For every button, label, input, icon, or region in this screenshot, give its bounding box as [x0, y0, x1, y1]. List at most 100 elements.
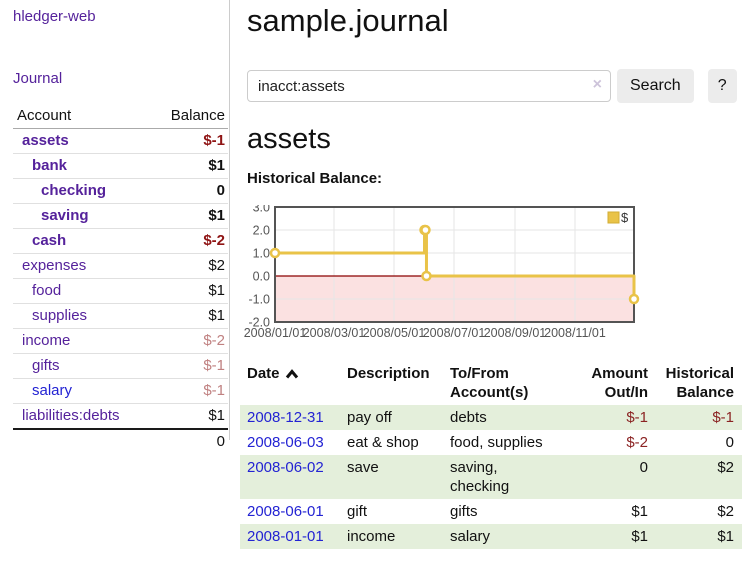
- accounts-total-row: 0: [13, 428, 228, 454]
- account-row: liabilities:debts $1: [13, 404, 228, 430]
- account-link[interactable]: food: [32, 282, 62, 299]
- accounts-total-spacer: [13, 428, 150, 454]
- account-row: salary $-1: [13, 378, 228, 404]
- transaction-date-link[interactable]: 2008-06-01: [247, 503, 324, 520]
- transaction-description: pay off: [347, 409, 392, 426]
- transaction-amount: $1: [631, 503, 648, 520]
- register-col-date-label: Date: [247, 365, 280, 382]
- account-heading: assets: [247, 123, 331, 155]
- sidebar-item-journal[interactable]: Journal: [13, 70, 63, 87]
- account-link[interactable]: gifts: [32, 357, 60, 374]
- svg-text:$: $: [621, 210, 629, 225]
- svg-text:-1.0: -1.0: [248, 293, 270, 307]
- account-row: income $-2: [13, 328, 228, 354]
- transaction-description: gift: [347, 503, 368, 520]
- register-col-accounts: To/From Account(s): [450, 365, 529, 401]
- register-col-date[interactable]: Date: [240, 361, 340, 405]
- account-row: gifts $-1: [13, 353, 228, 379]
- transaction-balance: $1: [717, 528, 734, 545]
- account-row: cash $-2: [13, 228, 228, 254]
- transaction-row: 2008-12-31 pay off debts $-1 $-1: [240, 405, 742, 430]
- help-button[interactable]: ?: [707, 69, 737, 103]
- account-link[interactable]: expenses: [22, 257, 87, 274]
- transaction-balance: $2: [717, 503, 734, 520]
- account-balance: $-2: [149, 328, 228, 354]
- transaction-accounts: saving, checking: [450, 459, 510, 495]
- account-link[interactable]: liabilities:debts: [22, 407, 120, 424]
- sidebar: hledger-web Journal Account Balance asse…: [0, 0, 230, 454]
- search-form: × Search ?: [247, 69, 737, 103]
- account-row: expenses $2: [13, 253, 228, 279]
- clear-icon[interactable]: ×: [592, 76, 602, 93]
- accounts-total-value: 0: [149, 428, 228, 454]
- register-col-description: Description: [347, 365, 430, 382]
- transaction-description: eat & shop: [347, 434, 419, 451]
- svg-text:2.0: 2.0: [253, 224, 270, 238]
- transaction-amount: $1: [631, 528, 648, 545]
- brand-link[interactable]: hledger-web: [13, 8, 96, 25]
- account-balance: 0: [149, 178, 228, 204]
- svg-text:2008/03/01: 2008/03/01: [303, 326, 366, 340]
- account-balance: $1: [149, 278, 228, 304]
- historical-balance-chart: $2008/01/012008/03/012008/05/012008/07/0…: [244, 205, 640, 340]
- search-button[interactable]: Search: [617, 69, 694, 103]
- transaction-accounts: debts: [450, 409, 487, 426]
- transaction-amount: 0: [639, 459, 648, 476]
- account-link[interactable]: supplies: [32, 307, 88, 324]
- register-table: Date Description To/From Account(s) Amou…: [240, 361, 742, 549]
- svg-text:2008/07/01: 2008/07/01: [423, 326, 486, 340]
- transaction-amount: $-2: [626, 434, 648, 451]
- account-row: checking 0: [13, 178, 228, 204]
- transaction-accounts: salary: [450, 528, 491, 545]
- account-balance: $1: [149, 203, 228, 229]
- transaction-accounts: gifts: [450, 503, 478, 520]
- account-link[interactable]: checking: [41, 182, 107, 199]
- transaction-description: income: [347, 528, 396, 545]
- transaction-date-link[interactable]: 2008-06-02: [247, 459, 324, 476]
- account-link[interactable]: salary: [32, 382, 73, 399]
- svg-text:2008/09/01: 2008/09/01: [484, 326, 547, 340]
- transaction-amount: $-1: [626, 409, 648, 426]
- transaction-date-link[interactable]: 2008-06-03: [247, 434, 324, 451]
- search-field-wrap: ×: [247, 70, 611, 102]
- account-balance: $1: [149, 303, 228, 329]
- accounts-table: Account Balance assets $-1 bank $1 check…: [13, 104, 228, 454]
- svg-text:2008/11/01: 2008/11/01: [544, 326, 606, 340]
- svg-text:3.0: 3.0: [253, 205, 270, 215]
- account-link[interactable]: assets: [22, 132, 69, 149]
- transaction-date-link[interactable]: 2008-01-01: [247, 528, 324, 545]
- register-col-amount: Amount Out/In: [591, 365, 648, 401]
- chevron-up-icon: [285, 369, 298, 379]
- page-title: sample.journal: [247, 3, 449, 38]
- svg-text:1.0: 1.0: [253, 247, 270, 261]
- account-balance: $1: [208, 407, 225, 424]
- account-balance: $1: [149, 153, 228, 179]
- account-row: saving $1: [13, 203, 228, 229]
- account-balance: $-2: [149, 228, 228, 254]
- svg-text:0.0: 0.0: [253, 270, 270, 284]
- account-balance: $-1: [149, 378, 228, 404]
- transaction-balance: $-1: [712, 409, 734, 426]
- account-row: food $1: [13, 278, 228, 304]
- register-header-row: Date Description To/From Account(s) Amou…: [240, 361, 742, 405]
- transaction-balance: $2: [717, 459, 734, 476]
- transaction-row: 2008-06-02 save saving, checking 0 $2: [240, 455, 742, 499]
- account-link[interactable]: cash: [32, 232, 67, 249]
- accounts-header-balance: Balance: [149, 104, 228, 129]
- accounts-header-row: Account Balance: [13, 104, 228, 129]
- transaction-row: 2008-01-01 income salary $1 $1: [240, 524, 742, 549]
- transaction-row: 2008-06-01 gift gifts $1 $2: [240, 499, 742, 524]
- account-link[interactable]: saving: [41, 207, 89, 224]
- account-balance: $-1: [149, 128, 228, 154]
- account-link[interactable]: bank: [32, 157, 68, 174]
- account-balance: $2: [149, 253, 228, 279]
- transaction-balance: 0: [725, 434, 734, 451]
- accounts-header-account: Account: [13, 104, 150, 129]
- search-input[interactable]: [247, 70, 611, 102]
- transaction-date-link[interactable]: 2008-12-31: [247, 409, 324, 426]
- account-row: bank $1: [13, 153, 228, 179]
- main-content: sample.journal × Search ? assets Histori…: [240, 0, 742, 582]
- svg-text:2008/05/01: 2008/05/01: [363, 326, 426, 340]
- account-link[interactable]: income: [22, 332, 71, 349]
